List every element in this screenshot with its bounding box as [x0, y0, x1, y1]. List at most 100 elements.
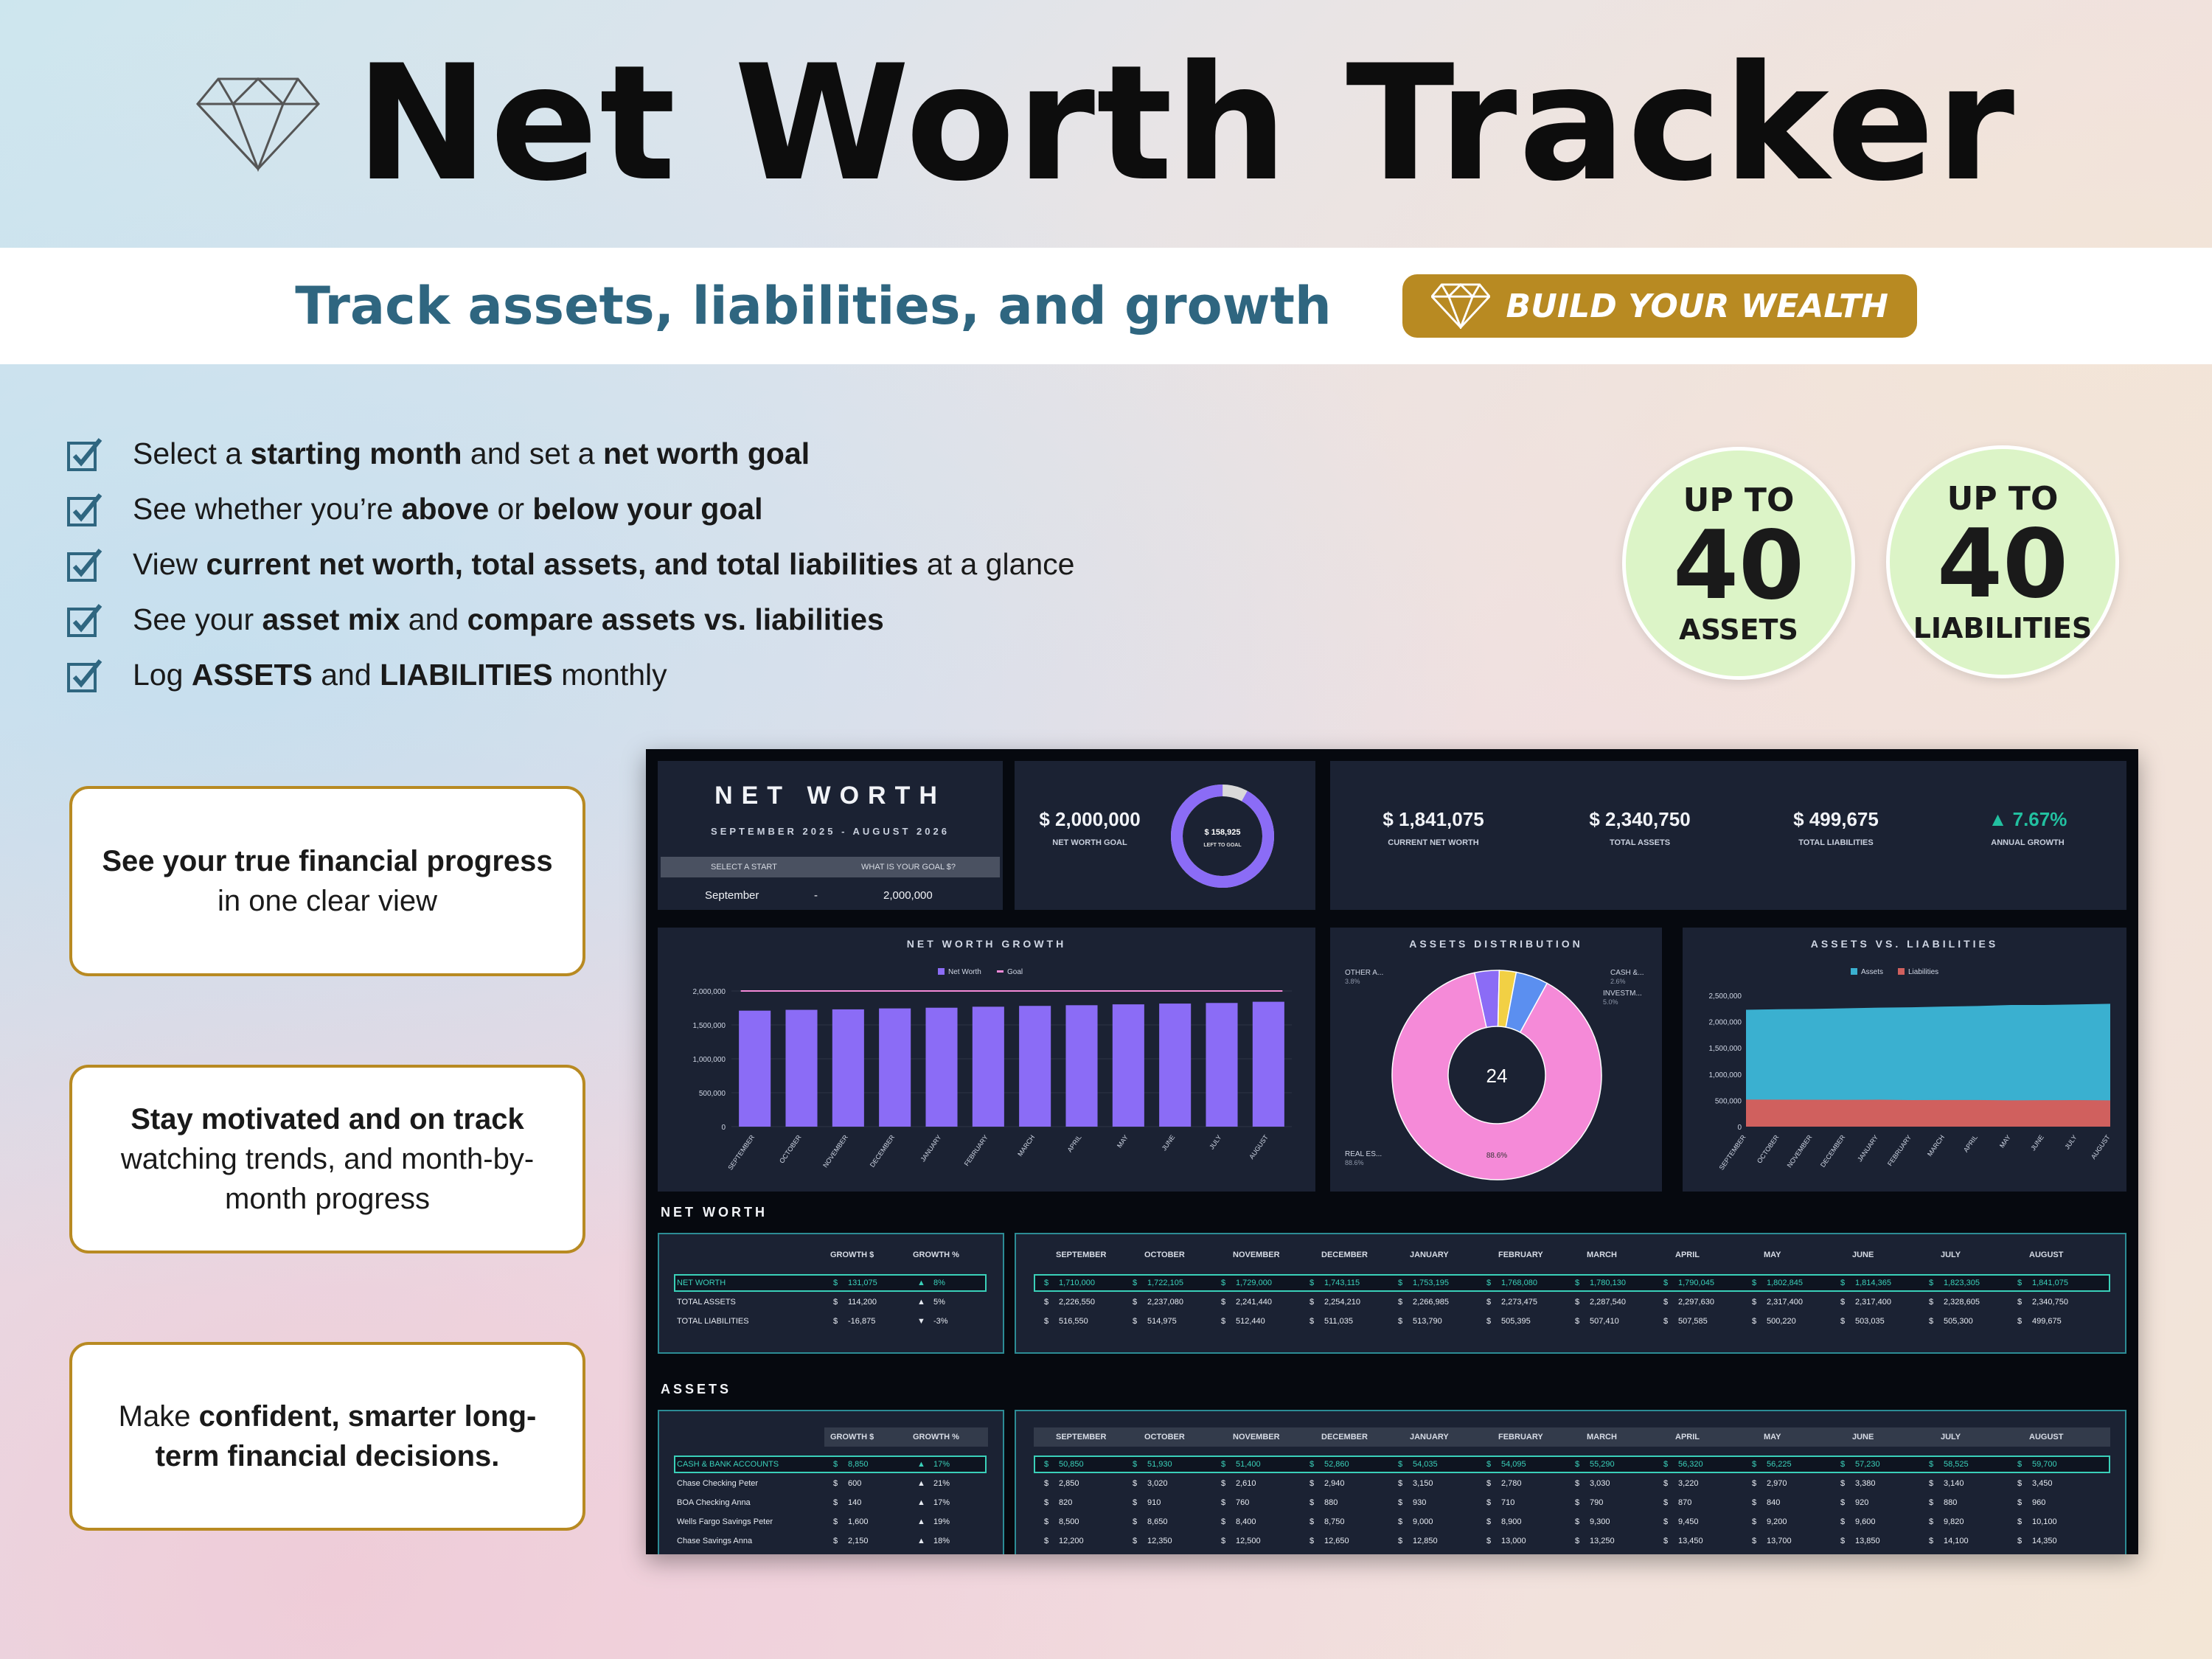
checklist-text: and set a	[462, 437, 603, 470]
x-tick-label: AUGUST	[1248, 1133, 1270, 1161]
x-tick-label: FEBRUARY	[1886, 1133, 1913, 1167]
start-month-dropdown-arrow[interactable]: -	[814, 889, 818, 902]
growth-percent: -3%	[933, 1317, 948, 1326]
goal-input[interactable]: 2,000,000	[883, 889, 933, 902]
checklist-item-label: Select a starting month and set a net wo…	[133, 437, 810, 471]
x-tick-label: JULY	[1208, 1133, 1222, 1150]
net-worth-summary-table: GROWTH $ GROWTH % NET WORTH $131,075 ▲ 8% TOTA…	[658, 1233, 1004, 1354]
currency-symbol: $	[1486, 1498, 1492, 1507]
bar-net-worth	[785, 1009, 818, 1127]
month-header: JUNE	[1852, 1251, 1874, 1259]
y-tick-label: 1,500,000	[693, 1022, 726, 1030]
month-header: JANUARY	[1410, 1251, 1449, 1259]
month-header: JANUARY	[1410, 1433, 1449, 1441]
page-title: Net Worth Tracker	[355, 31, 2017, 216]
month-value: 1,841,075	[2032, 1279, 2068, 1287]
kpi-card: ▲ 7.67% ANNUAL GROWTH	[1954, 808, 2101, 847]
legend-swatch-assets	[1851, 968, 1857, 975]
month-value: 880	[1944, 1498, 1958, 1507]
currency-symbol: $	[1221, 1460, 1226, 1469]
month-value: 2,317,400	[1855, 1298, 1891, 1307]
month-value: 514,975	[1147, 1317, 1177, 1326]
currency-symbol: $	[1929, 1460, 1934, 1469]
currency-symbol: $	[1221, 1298, 1226, 1307]
slice-label: REAL ES...	[1345, 1150, 1382, 1158]
x-tick-label: OCTOBER	[1756, 1133, 1781, 1164]
y-tick-label: 500,000	[699, 1090, 726, 1098]
bar-net-worth	[879, 1008, 911, 1127]
x-tick-label: SEPTEMBER	[1718, 1133, 1747, 1172]
month-value: 12,350	[1147, 1537, 1172, 1545]
checklist-item-label: Log ASSETS and LIABILITIES monthly	[133, 658, 667, 692]
currency-symbol: $	[1221, 1279, 1226, 1287]
growth-percent: 21%	[933, 1479, 950, 1488]
x-tick-label: MAY	[1998, 1133, 2012, 1149]
table-header-bar	[824, 1427, 988, 1447]
growth-value: 600	[848, 1479, 862, 1488]
currency-symbol: $	[1663, 1298, 1669, 1307]
month-header: MAY	[1764, 1251, 1781, 1259]
growth-value: 140	[848, 1498, 862, 1507]
month-value: 12,500	[1236, 1537, 1261, 1545]
currency-symbol: $	[1663, 1537, 1669, 1545]
month-value: 3,380	[1855, 1479, 1876, 1488]
x-tick-label: DECEMBER	[1819, 1133, 1847, 1169]
currency-symbol: $	[1133, 1537, 1138, 1545]
growth-value: -16,875	[848, 1317, 876, 1326]
checklist-text: See whether you’re	[133, 492, 402, 526]
assets-monthly-table: SEPTEMBER OCTOBER NOVEMBER DECEMBER JANUARY F…	[1015, 1410, 2126, 1554]
checklist-text: at a glance	[918, 547, 1075, 581]
currency-symbol: $	[1044, 1460, 1049, 1469]
month-value: 14,100	[1944, 1537, 1969, 1545]
currency-symbol: $	[1752, 1537, 1757, 1545]
checklist-item-label: See whether you’re above or below your g…	[133, 492, 763, 526]
kpi-value: $ 2,340,750	[1589, 808, 1691, 830]
month-header: DECEMBER	[1321, 1251, 1368, 1259]
date-range: SEPTEMBER 2025 - AUGUST 2026	[711, 826, 950, 837]
currency-symbol: $	[1929, 1298, 1934, 1307]
row-label: BOA Checking Anna	[677, 1498, 751, 1507]
currency-symbol: $	[1486, 1298, 1492, 1307]
y-tick-label: 0	[721, 1124, 726, 1132]
slice-percent: 5.0%	[1603, 998, 1618, 1006]
y-tick-label: 1,000,000	[693, 1056, 726, 1064]
start-month-select[interactable]: September	[705, 889, 759, 902]
month-value: 12,850	[1413, 1537, 1438, 1545]
x-tick-label: MARCH	[1016, 1133, 1036, 1158]
currency-symbol: $	[2017, 1279, 2023, 1287]
currency-symbol: $	[1575, 1479, 1580, 1488]
kpi-label: TOTAL ASSETS	[1609, 838, 1671, 847]
assets-summary-table: GROWTH $ GROWTH % CASH & BANK ACCOUNTS $8,8…	[658, 1410, 1004, 1554]
growth-value: 2,150	[848, 1537, 869, 1545]
currency-symbol: $	[1752, 1317, 1757, 1326]
feature-card-progress: See your true financial progress in one …	[69, 786, 585, 976]
feature-card-decisions: Make confident, smarter long-term financ…	[69, 1342, 585, 1531]
month-value: 57,230	[1855, 1460, 1880, 1469]
currency-symbol: $	[1752, 1517, 1757, 1526]
goal-kpi-value: $ 2,000,000	[1039, 808, 1141, 830]
checklist-text: above	[401, 492, 490, 526]
currency-symbol: $	[1663, 1317, 1669, 1326]
card-text: Make confident, smarter long-term financ…	[102, 1397, 553, 1476]
month-value: 10,100	[2032, 1517, 2057, 1526]
badge-number: 40	[1936, 509, 2069, 619]
growth-arrow: ▲	[917, 1537, 925, 1545]
kpi-value: $ 499,675	[1793, 808, 1879, 830]
slice-percent: 88.6%	[1345, 1159, 1364, 1166]
checklist-item: View current net worth, total assets, an…	[66, 537, 1075, 592]
net-worth-growth-panel: NET WORTH GROWTH Net Worth Goal 2,000,000 1…	[658, 928, 1315, 1192]
goal-kpi-label: NET WORTH GOAL	[1052, 838, 1127, 847]
currency-symbol: $	[1663, 1517, 1669, 1526]
currency-symbol: $	[1486, 1517, 1492, 1526]
month-header: DECEMBER	[1321, 1433, 1368, 1441]
y-tick-label: 2,000,000	[693, 988, 726, 996]
currency-symbol: $	[1840, 1537, 1846, 1545]
month-value: 880	[1324, 1498, 1338, 1507]
checklist-text: See your	[133, 602, 262, 636]
x-tick-label: APRIL	[1962, 1133, 1979, 1153]
checklist-item-label: View current net worth, total assets, an…	[133, 547, 1075, 582]
month-value: 12,650	[1324, 1537, 1349, 1545]
assets-vs-liabilities-chart: Assets Liabilities 2,500,000 2,000,000 1,500…	[1709, 968, 2112, 1172]
month-value: 516,550	[1059, 1317, 1088, 1326]
month-header: JUNE	[1852, 1433, 1874, 1441]
